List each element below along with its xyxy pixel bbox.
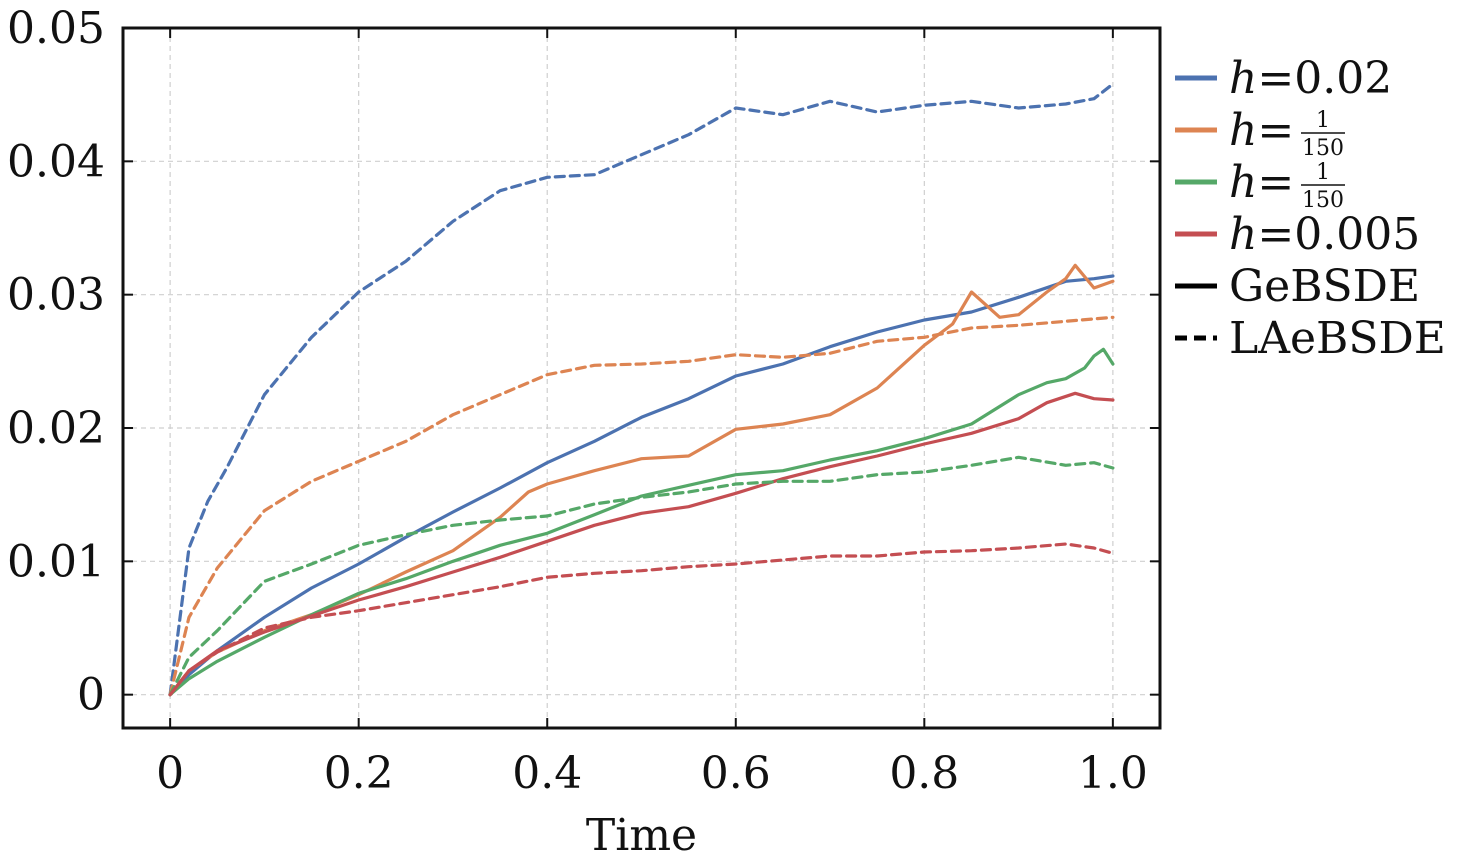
legend-label-2: h= xyxy=(1229,157,1294,208)
legend-frac-den-1: 150 xyxy=(1302,136,1344,161)
plot-frame xyxy=(121,26,1162,730)
x-tick-label-5: 1.0 xyxy=(1078,748,1148,799)
legend-label-0: h=0.02 xyxy=(1229,53,1392,104)
legend-label-3: h=0.005 xyxy=(1229,209,1420,260)
legend-eq-3: = xyxy=(1257,209,1294,260)
y-tick-label-4: 0.04 xyxy=(7,136,105,187)
legend-value-5: LAeBSDE xyxy=(1229,313,1446,364)
legend-var-0: h xyxy=(1229,53,1257,104)
axis-ticks: 0 0.2 0.4 0.6 0.8 1.0 0 0.01 0.02 0.03 0.04 0.05 xyxy=(7,3,1160,799)
y-tick-label-1: 0.01 xyxy=(7,536,105,587)
x-tick-label-2: 0.4 xyxy=(512,748,582,799)
y-tick-label-3: 0.03 xyxy=(7,270,105,321)
legend-var-2: h xyxy=(1229,157,1257,208)
legend-label-5: LAeBSDE xyxy=(1229,313,1446,364)
legend-label-4: GeBSDE xyxy=(1229,261,1420,312)
legend-var-3: h xyxy=(1229,209,1257,260)
series-line-7 xyxy=(168,542,1115,697)
series-group xyxy=(168,82,1115,697)
x-tick-label-0: 0 xyxy=(156,748,184,799)
series-line-3 xyxy=(168,391,1115,697)
legend-eq-0: = xyxy=(1257,53,1294,104)
series-line-2 xyxy=(168,347,1115,697)
grid-lines xyxy=(123,27,1160,728)
legend-eq-1: = xyxy=(1257,105,1294,156)
legend-value-4: GeBSDE xyxy=(1229,261,1420,312)
series-line-1 xyxy=(168,263,1115,697)
legend-frac-num-1: 1 xyxy=(1316,108,1330,133)
x-axis-label: Time xyxy=(586,810,697,861)
y-tick-label-2: 0.02 xyxy=(7,403,105,454)
legend-eq-2: = xyxy=(1257,157,1294,208)
y-tick-label-5: 0.05 xyxy=(7,3,105,54)
x-tick-label-4: 0.8 xyxy=(889,748,959,799)
legend-frac-num-2: 1 xyxy=(1316,160,1330,185)
series-line-4 xyxy=(168,82,1115,697)
y-tick-label-0: 0 xyxy=(77,670,105,721)
legend-value-0: 0.02 xyxy=(1294,53,1392,104)
legend-var-1: h xyxy=(1229,105,1257,156)
series-line-6 xyxy=(168,455,1115,697)
legend-value-3: 0.005 xyxy=(1294,209,1420,260)
legend-frac-den-2: 150 xyxy=(1302,188,1344,213)
series-line-5 xyxy=(168,315,1115,697)
x-tick-label-1: 0.2 xyxy=(324,748,394,799)
legend-label-1: h= xyxy=(1229,105,1294,156)
x-tick-label-3: 0.6 xyxy=(701,748,771,799)
